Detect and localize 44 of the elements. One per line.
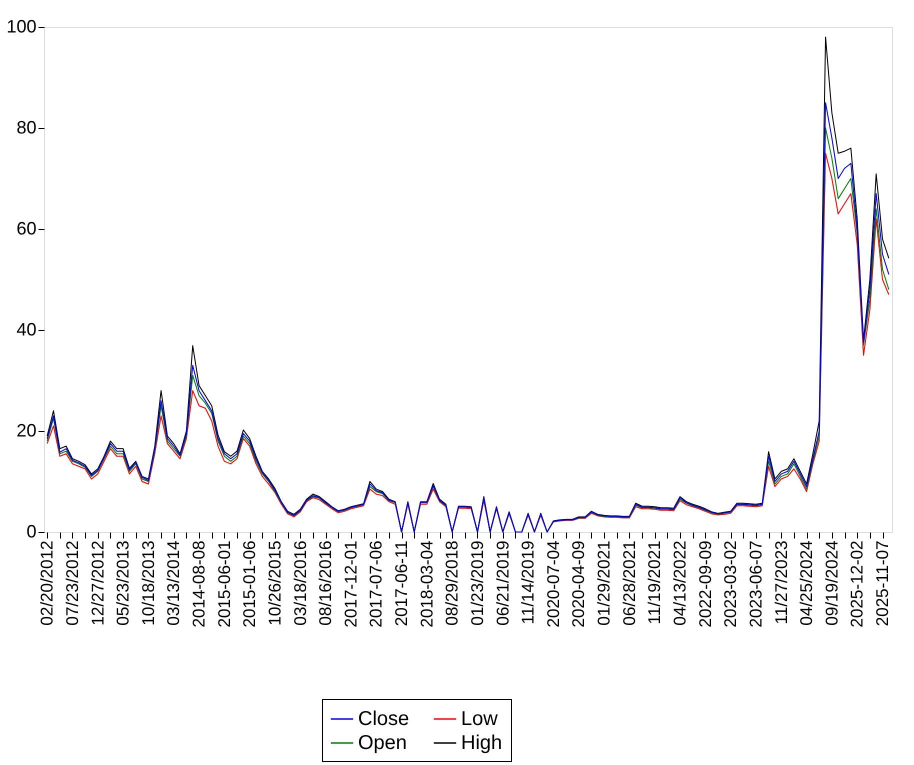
- x-tick-label: 2020-04-09: [569, 540, 588, 628]
- x-tick-label: 05/23/2013: [114, 540, 133, 626]
- x-tick-label: 10/18/2013: [138, 540, 158, 626]
- x-tick-label: 06/21/2019: [493, 540, 512, 626]
- x-tick-label: 08/16/2016: [316, 540, 336, 626]
- y-tick-label: 40: [16, 320, 36, 340]
- y-tick-label: 60: [16, 218, 36, 238]
- x-tick-label: 2023-03-02: [721, 540, 740, 628]
- x-tick-label: 12/27/2012: [88, 540, 108, 626]
- x-tick-label: 2014-08-08: [190, 540, 209, 628]
- y-tick-label: 0: [26, 522, 36, 542]
- x-tick-label: 06/28/2021: [620, 540, 639, 626]
- x-tick-label: 2018-03-04: [417, 540, 436, 628]
- x-tick-label: 01/23/2019: [468, 540, 487, 626]
- x-tick-label: 2017-06-11: [392, 540, 412, 626]
- x-tick-label: 2017-12-01: [341, 540, 360, 628]
- x-tick-label: 2023-06-07: [746, 540, 766, 628]
- x-tick-label: 01/29/2021: [594, 540, 614, 626]
- legend-label: Close: [358, 708, 410, 730]
- x-tick-label: 2025-11-07: [873, 540, 892, 626]
- x-tick-label: 2020-07-04: [544, 540, 563, 628]
- y-tick-label: 20: [16, 420, 36, 440]
- x-tick-label: 08/29/2018: [442, 540, 462, 626]
- x-tick-label: 2015-06-01: [214, 540, 234, 628]
- x-tick-label: 04/13/2022: [670, 540, 690, 626]
- x-tick-label: 04/25/2024: [797, 540, 816, 626]
- y-tick-label: 80: [16, 118, 36, 138]
- y-tick-label: 100: [6, 16, 36, 36]
- x-tick-label: 03/13/2014: [164, 540, 184, 626]
- x-tick-label: 2017-07-06: [366, 540, 386, 628]
- x-tick-label: 11/14/2019: [518, 540, 538, 624]
- x-tick-label: 07/23/2012: [62, 540, 82, 626]
- x-tick-label: 02/20/2012: [38, 540, 57, 626]
- x-tick-label: 2022-09-09: [696, 540, 715, 628]
- x-tick-label: 11/19/2021: [645, 540, 664, 624]
- legend-label: Low: [461, 708, 498, 730]
- x-tick-label: 2015-01-06: [240, 540, 260, 628]
- x-tick-label: 03/18/2016: [290, 540, 310, 626]
- legend-label: Open: [358, 732, 407, 754]
- x-tick-label: 2025-12-02: [848, 540, 867, 628]
- x-tick-label: 10/26/2015: [265, 540, 284, 626]
- x-tick-label: 09/19/2024: [822, 540, 842, 626]
- x-tick-label: 11/27/2023: [772, 540, 791, 624]
- legend-label: High: [461, 732, 502, 754]
